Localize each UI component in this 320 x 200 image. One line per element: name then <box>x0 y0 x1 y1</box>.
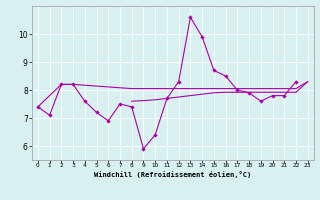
X-axis label: Windchill (Refroidissement éolien,°C): Windchill (Refroidissement éolien,°C) <box>94 171 252 178</box>
